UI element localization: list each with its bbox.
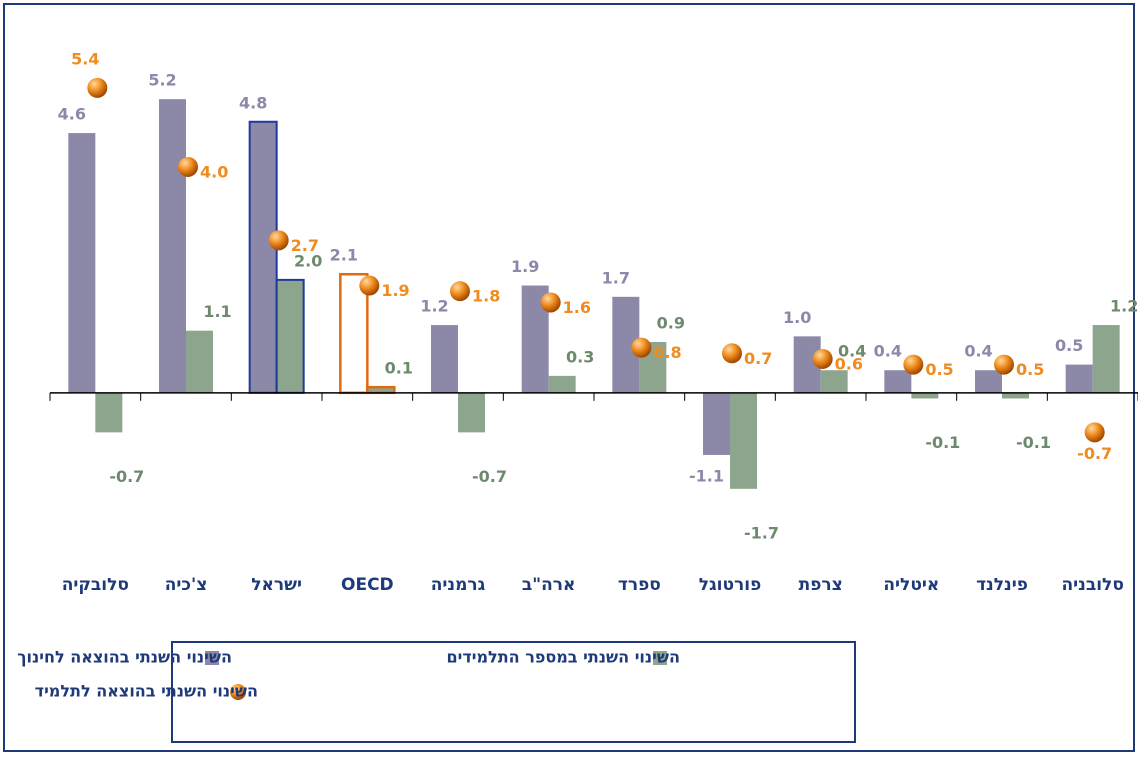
- data-label: 0.7: [744, 349, 772, 368]
- bar: [248, 120, 278, 394]
- data-label: 1.1: [203, 302, 231, 321]
- dot: [1084, 422, 1105, 443]
- x-tick-label: סלובניה: [1061, 575, 1123, 595]
- data-label: 0.9: [657, 314, 685, 333]
- bar: [68, 133, 96, 393]
- data-label: -0.7: [1077, 444, 1112, 463]
- dot: [540, 292, 561, 313]
- x-tick-label: צ'כיה: [165, 575, 208, 595]
- bar: [339, 272, 369, 395]
- data-label: -0.7: [109, 467, 144, 486]
- dot: [631, 337, 652, 358]
- data-label: 2.0: [294, 251, 322, 270]
- bar: [366, 385, 396, 395]
- data-label: 0.5: [1055, 336, 1083, 355]
- data-label: -0.1: [1016, 433, 1051, 452]
- x-tick-label: סלובקיה: [62, 575, 129, 595]
- dot: [450, 281, 470, 302]
- legend-swatch: [205, 651, 219, 665]
- x-tick-label: OECD: [341, 575, 394, 595]
- x-tick-label: פינלנד: [976, 575, 1028, 595]
- data-label: 0.4: [838, 342, 866, 361]
- dot: [268, 230, 289, 251]
- data-label: 0.5: [1016, 360, 1044, 379]
- x-tick-label: צרפת: [799, 575, 843, 595]
- dot: [178, 156, 198, 177]
- data-label: -0.1: [925, 433, 960, 452]
- legend-swatch: [230, 684, 246, 700]
- bar: [458, 392, 485, 433]
- x-tick-label: ישראל: [251, 575, 302, 595]
- data-label: 1.6: [563, 298, 591, 317]
- bar: [975, 370, 1002, 393]
- data-label: 0.6: [835, 354, 863, 373]
- bar: [186, 330, 213, 393]
- data-label: 0.3: [566, 347, 594, 366]
- data-label: 1.7: [602, 268, 630, 287]
- bar: [95, 392, 123, 433]
- bar: [730, 392, 757, 489]
- data-label: 0.1: [385, 359, 413, 378]
- data-label: 1.9: [381, 281, 409, 300]
- data-label: 2.1: [330, 246, 358, 265]
- x-tick-label: ארה"ב: [522, 575, 576, 595]
- legend-label: השינוי השנתי בהוצאה לתלמיד: [35, 682, 258, 701]
- data-label: 1.2: [1110, 297, 1138, 316]
- dot: [812, 348, 833, 369]
- bar: [548, 375, 576, 393]
- dot: [359, 275, 380, 296]
- legend-label: השינוי השנתי במספר התלמידים: [446, 648, 680, 667]
- bar: [1002, 392, 1029, 399]
- data-label: 1.0: [783, 308, 811, 327]
- data-label: 1.8: [472, 287, 500, 306]
- dot: [994, 354, 1014, 375]
- data-label: -1.7: [744, 523, 779, 542]
- bar: [431, 325, 458, 393]
- dot: [87, 77, 108, 98]
- bar: [1065, 364, 1093, 393]
- data-label: 2.7: [291, 236, 319, 255]
- x-tick-label: גרמניה: [431, 575, 486, 595]
- data-label: 4.8: [239, 93, 267, 112]
- x-tick-label: ספרד: [618, 575, 661, 595]
- data-label: 5.2: [148, 71, 176, 90]
- legend-box: [171, 641, 856, 743]
- bar: [275, 278, 305, 394]
- data-label: 0.5: [925, 360, 953, 379]
- data-label: 4.6: [58, 105, 86, 124]
- bar: [820, 370, 848, 393]
- x-tick-label: פורטוגל: [699, 575, 762, 595]
- data-label: -1.1: [689, 466, 724, 485]
- bar: [1092, 325, 1120, 393]
- dot: [903, 354, 924, 375]
- data-label: 0.4: [964, 342, 992, 361]
- bar: [703, 392, 730, 455]
- bar: [159, 99, 186, 393]
- dot: [722, 343, 742, 364]
- data-label: 1.9: [511, 257, 539, 276]
- data-label: -0.7: [472, 467, 507, 486]
- data-label: 0.8: [653, 343, 681, 362]
- data-label: 4.0: [200, 162, 228, 181]
- legend-swatch: [653, 651, 667, 665]
- x-tick-label: איטליה: [883, 575, 939, 595]
- legend-label: השינוי השנתי בהוצאה לחינוך: [17, 648, 232, 667]
- data-label: 1.2: [420, 297, 448, 316]
- data-label: 0.4: [874, 342, 902, 361]
- bar: [911, 392, 939, 399]
- bar: [884, 370, 912, 393]
- data-label: 5.4: [71, 49, 99, 68]
